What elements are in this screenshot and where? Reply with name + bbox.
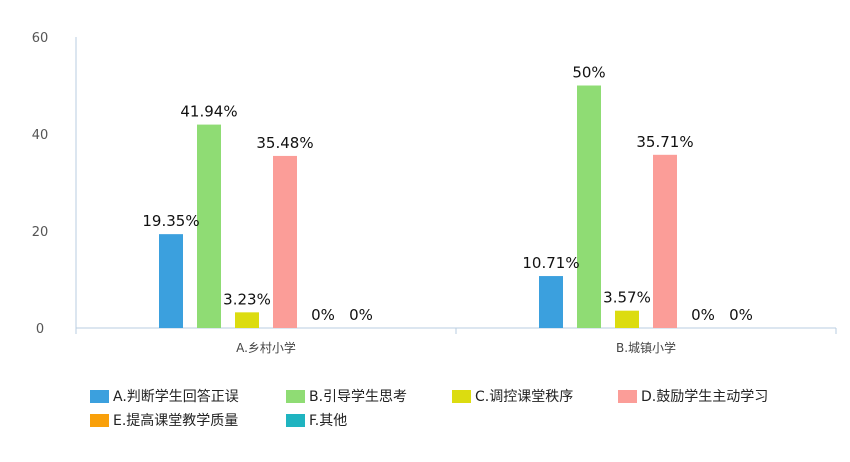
bar (539, 276, 563, 328)
bar (615, 310, 639, 328)
legend-label: B.引导学生思考 (309, 389, 408, 405)
category-label: B.城镇小学 (616, 340, 676, 355)
y-tick-label: 60 (32, 31, 49, 46)
legend-item: E.提高课堂教学质量 (90, 410, 238, 430)
data-label: 0% (729, 306, 753, 324)
bar (159, 234, 183, 328)
legend-item: B.引导学生思考 (286, 386, 407, 406)
category-label: A.乡村小学 (236, 340, 296, 355)
data-label: 3.23% (223, 290, 271, 308)
data-label: 3.57% (603, 289, 651, 307)
y-tick-labels: 0 20 40 60 (32, 31, 49, 337)
data-label: 35.71% (636, 133, 693, 151)
legend-label: F.其他 (309, 413, 348, 429)
legend-item: F.其他 (286, 410, 347, 430)
legend-label: D.鼓励学生主动学习 (641, 389, 769, 405)
data-label: 50% (572, 64, 605, 82)
legend-label: C.调控课堂秩序 (475, 389, 574, 405)
legend-label: E.提高课堂教学质量 (113, 413, 239, 429)
data-label: 0% (311, 306, 335, 324)
legend-swatch (452, 389, 471, 403)
legend-label: A.判断学生回答正误 (113, 389, 239, 405)
legend-item: A.判断学生回答正误 (90, 386, 239, 406)
legend-swatch (286, 413, 305, 427)
legend-swatch (90, 413, 109, 427)
legend-swatch (618, 389, 637, 403)
bar (197, 124, 221, 328)
data-label: 0% (349, 306, 373, 324)
data-label: 19.35% (142, 212, 199, 230)
legend-item: D.鼓励学生主动学习 (618, 386, 768, 406)
bar (273, 155, 297, 328)
y-tick-label: 40 (32, 128, 49, 143)
bar (653, 154, 677, 328)
data-label: 41.94% (180, 103, 237, 121)
data-label: 35.48% (256, 134, 313, 152)
category-labels: A.乡村小学 B.城镇小学 (236, 340, 676, 355)
data-label: 10.71% (522, 254, 579, 272)
y-tick-label: 20 (32, 225, 49, 240)
legend-item: C.调控课堂秩序 (452, 386, 573, 406)
data-labels: 19.35% 10.71% 41.94% 50% 3.23% 3.57% 35.48% 35.… (142, 64, 753, 325)
bars (159, 85, 677, 328)
legend-swatch (90, 389, 109, 403)
axes (75, 37, 837, 334)
y-tick-label: 0 (36, 322, 44, 337)
bar (235, 312, 259, 328)
bar (577, 85, 601, 328)
legend-swatch (286, 389, 305, 403)
data-label: 0% (691, 306, 715, 324)
